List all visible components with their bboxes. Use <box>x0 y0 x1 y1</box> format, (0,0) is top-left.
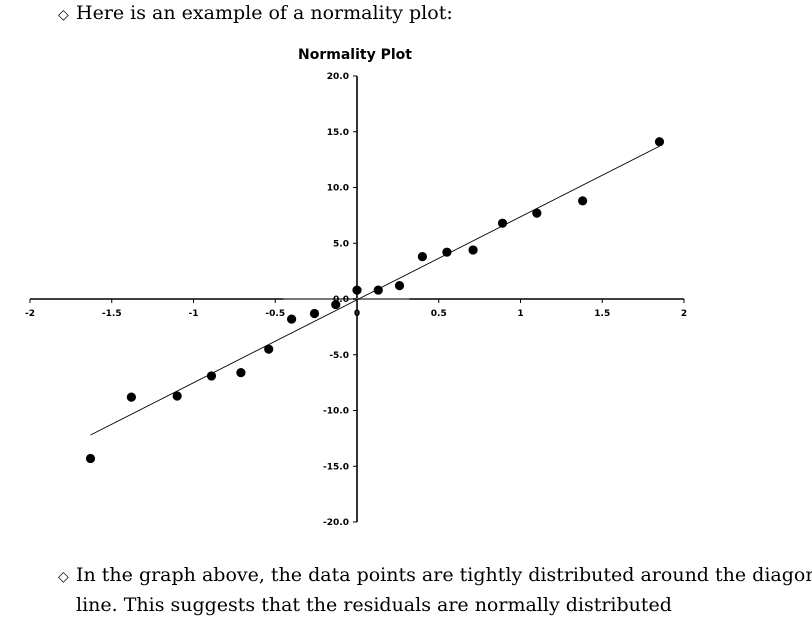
chart-axes: -2 -1.5 -1 -0.5 0 0.5 1 1.5 2 20.0 15.0 10.0 5.0 0.0 -… <box>25 72 687 528</box>
data-point <box>442 247 452 257</box>
data-point <box>85 453 96 464</box>
x-tick-label: 0.5 <box>431 309 447 319</box>
y-tick-label: -20.0 <box>323 518 349 528</box>
data-point <box>236 367 246 378</box>
intro-text: Here is an example of a normality plot: <box>76 2 453 24</box>
data-point <box>352 285 362 295</box>
diamond-bullet-icon: ◇ <box>58 7 69 23</box>
conclusion-text-line1: In the graph above, the data points are … <box>76 564 812 586</box>
data-point <box>468 245 478 255</box>
conclusion-text-line2: line. This suggests that the residuals a… <box>76 594 672 616</box>
x-tick-label: 0 <box>354 309 360 319</box>
data-point <box>394 281 405 291</box>
x-tick-label: 1.5 <box>594 309 610 319</box>
chart-title: Normality Plot <box>298 47 412 63</box>
data-point <box>417 252 427 262</box>
y-tick-label: -10.0 <box>323 407 349 417</box>
conclusion-paragraph-line2: line. This suggests that the residuals a… <box>76 592 672 618</box>
x-tick-label: 2 <box>681 309 687 319</box>
x-tick-label: -2 <box>25 309 35 319</box>
data-point <box>497 218 508 228</box>
normality-plot-chart: Normality Plot -2 -1.5 -1 -0.5 0 0.5 1 1.5 2 20.0… <box>25 47 687 528</box>
data-point <box>309 308 320 319</box>
x-tick-label: -0.5 <box>265 309 285 319</box>
diamond-bullet-icon: ◇ <box>58 569 69 585</box>
y-tick-label: 20.0 <box>327 72 349 82</box>
data-point <box>287 314 297 324</box>
data-point <box>206 371 217 381</box>
y-tick-label: -15.0 <box>323 462 349 472</box>
conclusion-paragraph: ◇ In the graph above, the data points are… <box>58 562 812 590</box>
y-tick-label: 10.0 <box>327 184 349 194</box>
data-point <box>172 391 182 401</box>
y-tick-label: 5.0 <box>333 239 349 249</box>
data-point <box>578 196 588 206</box>
x-tick-label: -1.5 <box>102 309 122 319</box>
x-tick-label: -1 <box>189 309 199 319</box>
data-point <box>654 137 665 147</box>
y-tick-label: -5.0 <box>329 351 349 361</box>
data-point <box>532 208 542 218</box>
y-tick-label: 0.0 <box>333 295 349 305</box>
data-point <box>264 344 274 354</box>
y-tick-label: 15.0 <box>327 128 349 138</box>
data-point <box>373 285 383 295</box>
intro-paragraph: ◇ Here is an example of a normality plot: <box>58 0 453 28</box>
data-point <box>331 299 341 310</box>
data-point <box>126 392 136 402</box>
x-tick-label: 1 <box>517 309 523 319</box>
data-points-group <box>85 137 665 464</box>
